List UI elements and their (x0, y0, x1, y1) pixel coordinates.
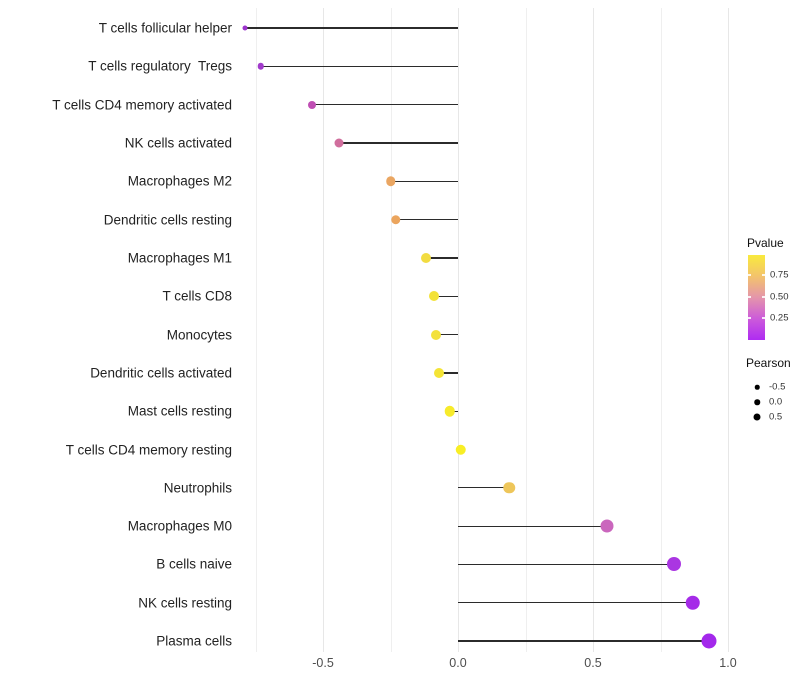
lollipop-dot (685, 595, 701, 611)
pvalue-tick-mark (748, 317, 751, 319)
lollipop-stem (458, 525, 607, 527)
x-axis-tick-label: 0.0 (449, 656, 467, 670)
gridline-major (323, 8, 324, 652)
category-label: Dendritic cells activated (90, 365, 232, 381)
pvalue-tick-label: 0.25 (770, 312, 789, 324)
lollipop-stem (458, 487, 510, 489)
lollipop-dot (503, 482, 516, 494)
category-label: Macrophages M2 (127, 173, 232, 189)
legend-pearson-title: Pearson (746, 356, 791, 370)
gridline-minor (390, 8, 392, 652)
pvalue-tick-mark (762, 317, 765, 319)
lollipop-stem (312, 103, 458, 106)
lollipop-dot (308, 100, 317, 109)
category-label: T cells CD8 (162, 288, 232, 304)
lollipop-stem (458, 563, 674, 566)
pvalue-tick-mark (762, 274, 765, 276)
pvalue-tick-label: 0.50 (770, 291, 789, 303)
lollipop-dot (391, 214, 401, 225)
category-label: Plasma cells (156, 633, 232, 649)
lollipop-dot (455, 444, 466, 455)
lollipop-stem (244, 27, 458, 29)
lollipop-stem (390, 180, 458, 182)
pvalue-gradient-bar (748, 255, 765, 340)
pearson-legend-label: -0.5 (769, 381, 786, 393)
legend-pvalue-title: Pvalue (747, 236, 784, 250)
lollipop-dot (334, 138, 344, 148)
x-axis-tick-label: 0.5 (584, 656, 602, 670)
lollipop-stem (260, 65, 458, 67)
category-label: B cells naive (156, 556, 232, 572)
lollipop-dot (420, 252, 431, 263)
gridline-major (593, 8, 594, 652)
category-label: T cells regulatory Tregs (88, 58, 232, 74)
lollipop-dot (600, 519, 613, 533)
category-label: T cells follicular helper (98, 20, 232, 36)
lollipop-dot (701, 633, 717, 649)
gridline-major (458, 8, 459, 652)
lollipop-dot (431, 329, 442, 340)
lollipop-stem (425, 257, 458, 259)
pearson-legend-dot (754, 384, 760, 390)
gridline-minor (525, 8, 527, 652)
lollipop-stem (458, 602, 693, 604)
lollipop-dot (257, 63, 265, 70)
category-label: T cells CD4 memory resting (65, 442, 232, 458)
pearson-legend-label: 0.0 (769, 396, 783, 408)
category-label: Dendritic cells resting (103, 212, 232, 228)
pvalue-tick-mark (748, 274, 751, 276)
lollipop-stem (433, 295, 458, 297)
category-label: Macrophages M0 (127, 518, 232, 534)
gridline-minor (660, 8, 662, 652)
category-label: Macrophages M1 (127, 250, 232, 266)
x-axis-tick-label: 1.0 (719, 656, 737, 670)
lollipop-stem (339, 142, 458, 144)
pvalue-tick-label: 0.75 (770, 269, 789, 281)
lollipop-dot (385, 176, 396, 187)
lollipop-dot (444, 405, 456, 417)
pvalue-tick-mark (762, 296, 765, 298)
x-axis-tick-label: -0.5 (312, 656, 334, 670)
lollipop-dot (428, 291, 439, 302)
lollipop-dot (667, 557, 681, 572)
pearson-legend-label: 0.5 (769, 411, 783, 423)
lollipop-dot (434, 367, 445, 378)
lollipop-stem (436, 333, 458, 336)
lollipop-stem (439, 372, 458, 374)
lollipop-stem (458, 640, 710, 642)
lollipop-dot (242, 25, 248, 31)
gridline-minor (255, 8, 257, 652)
category-label: Monocytes (166, 327, 232, 343)
category-label: T cells CD4 memory activated (52, 97, 232, 113)
pearson-legend-dot (754, 399, 760, 405)
category-label: NK cells resting (138, 595, 232, 611)
category-label: NK cells activated (124, 135, 232, 151)
pvalue-tick-mark (748, 296, 751, 298)
lollipop-stem (395, 218, 458, 221)
category-label: Neutrophils (163, 480, 232, 496)
gridline-major (728, 8, 729, 652)
category-label: Mast cells resting (127, 403, 232, 419)
pearson-legend-dot (753, 413, 761, 421)
